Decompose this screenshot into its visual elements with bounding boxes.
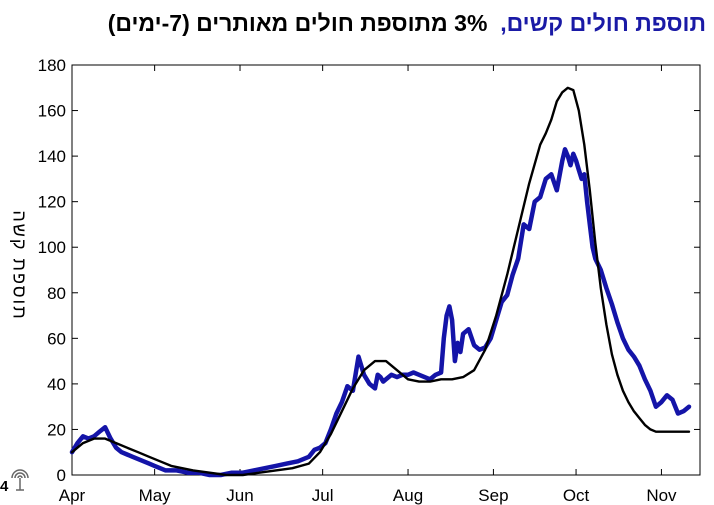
x-tick-label: Oct bbox=[563, 486, 590, 505]
chart-title-part2: 3% מתוספת חולים מאותרים (7-ימים) bbox=[107, 10, 488, 36]
x-tick-label: Aug bbox=[393, 486, 423, 505]
y-tick-label: 120 bbox=[38, 193, 66, 212]
x-tick-label: Sep bbox=[478, 486, 508, 505]
chart-series bbox=[69, 86, 692, 478]
y-tick-label: 60 bbox=[47, 329, 66, 348]
x-tick-label: Jul bbox=[312, 486, 334, 505]
chart-title-part1: תוספת חולים קשים, bbox=[500, 10, 706, 36]
page-number: 4 bbox=[0, 478, 9, 495]
plot-frame bbox=[71, 64, 701, 476]
y-tick-label: 20 bbox=[47, 420, 66, 439]
x-tick-label: Jun bbox=[226, 486, 253, 505]
y-tick-label: 180 bbox=[38, 56, 66, 75]
y-tick-label: 80 bbox=[47, 284, 66, 303]
chart-title: תוספת חולים קשים, 3% מתוספת חולים מאותרי… bbox=[46, 8, 706, 38]
organization-logo-icon bbox=[11, 469, 29, 491]
chart-axes: 0 20 40 60 80 100 120 140 160 180 Apr May Jun Jul Aug S… bbox=[38, 56, 701, 505]
y-tick-label: 40 bbox=[47, 375, 66, 394]
y-tick-label: 100 bbox=[38, 238, 66, 257]
series-line-severe-cases bbox=[69, 147, 692, 478]
y-tick-label: 140 bbox=[38, 147, 66, 166]
x-tick-label: May bbox=[139, 486, 172, 505]
x-tick-label: Apr bbox=[59, 486, 86, 505]
series-line-3pct-of-cases bbox=[70, 86, 691, 477]
y-tick-label: 0 bbox=[57, 466, 66, 485]
x-tick-label: Nov bbox=[646, 486, 677, 505]
y-tick-label: 160 bbox=[38, 102, 66, 121]
